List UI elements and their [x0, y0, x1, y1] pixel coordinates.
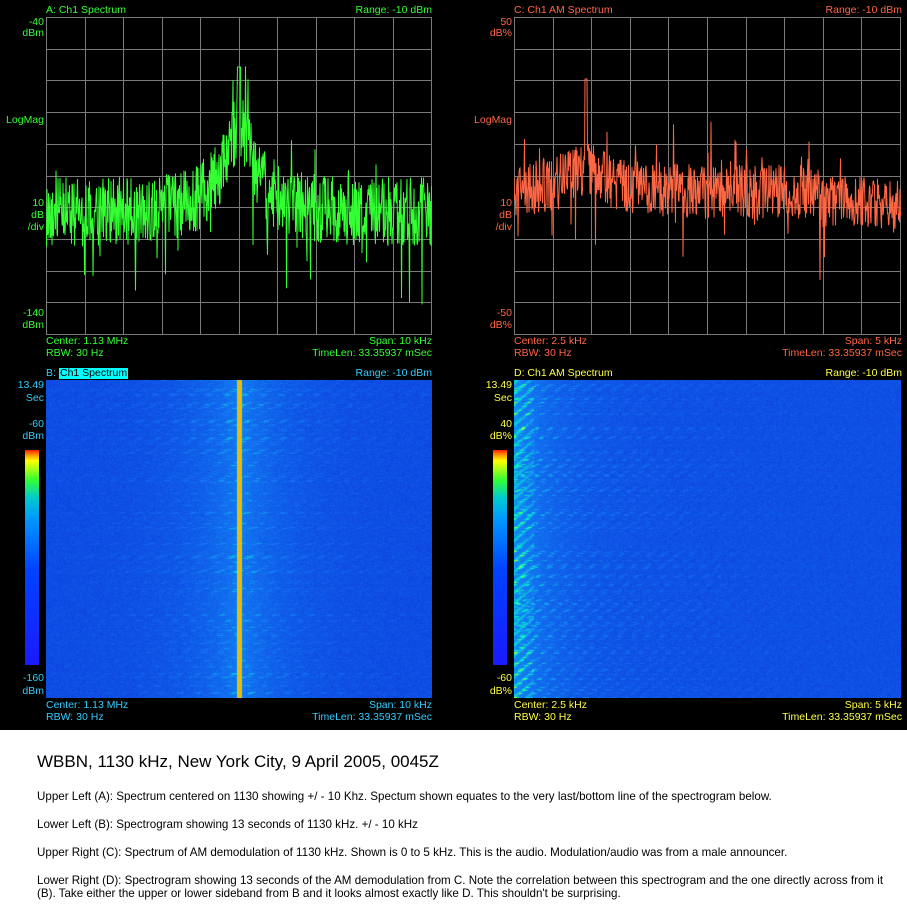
- panel-a-rbw: RBW: 30 Hz: [46, 347, 104, 359]
- panel-c-y-top: 50: [500, 16, 512, 28]
- panel-b-y-time: 13.49: [17, 379, 44, 391]
- panel-b-y-bottom: -160: [22, 672, 44, 684]
- panel-a-title: A: Ch1 Spectrum: [46, 4, 126, 16]
- panel-b-y-top: -60: [28, 418, 44, 430]
- panel-b-spectrogram: B: Ch1 Spectrum Range: -10 dBm 13.49 Sec…: [0, 365, 453, 730]
- panel-b-center: Center: 1.13 MHz: [46, 699, 129, 711]
- panel-a-trace: [46, 17, 432, 335]
- note-lower-right: Lower Right (D): Spectrogram showing 13 …: [37, 874, 884, 900]
- panel-d-y-time: 13.49: [485, 379, 512, 391]
- panel-c-title: C: Ch1 AM Spectrum: [514, 4, 613, 16]
- panel-d-title: D: Ch1 AM Spectrum: [514, 367, 613, 379]
- panel-c-am-spectrum: C: Ch1 AM Spectrum Range: -10 dBm 50 dB%…: [453, 0, 907, 365]
- panel-c-y-mid: LogMag: [474, 114, 512, 126]
- panel-c-plot[interactable]: [514, 17, 901, 335]
- panel-d-y-bottom: -60: [496, 672, 512, 684]
- spectrum-trace-a: [46, 66, 432, 305]
- panel-d-center: Center: 2.5 kHz: [514, 699, 587, 711]
- panel-d-colorbar: [493, 450, 507, 665]
- panel-d-timelen: TimeLen: 33.35937 mSec: [782, 711, 902, 723]
- panel-a-y-scale-div: /div: [27, 221, 44, 233]
- note-upper-right: Upper Right (C): Spectrum of AM demodula…: [37, 846, 788, 859]
- panel-d-range: Range: -10 dBm: [825, 367, 902, 379]
- note-lower-left: Lower Left (B): Spectrogram showing 13 s…: [37, 818, 418, 831]
- analyzer-screen: A: Ch1 Spectrum Range: -10 dBm -40 dBm L…: [0, 0, 907, 730]
- panel-a-y-bottom-unit: dBm: [22, 319, 44, 331]
- panel-a-spectrum: A: Ch1 Spectrum Range: -10 dBm -40 dBm L…: [0, 0, 453, 365]
- panel-a-y-mid: LogMag: [6, 114, 44, 126]
- panel-c-trace: [514, 17, 901, 335]
- panel-c-range: Range: -10 dBm: [825, 4, 902, 16]
- panel-b-plot[interactable]: [46, 380, 432, 698]
- panel-c-y-top-unit: dB%: [489, 27, 512, 39]
- panel-c-y-bottom-unit: dB%: [489, 319, 512, 331]
- panel-b-y-bottom-unit: dBm: [22, 685, 44, 697]
- panel-b-rbw: RBW: 30 Hz: [46, 711, 104, 723]
- panel-c-y-scale-unit: dB: [499, 209, 512, 221]
- description-notes: WBBN, 1130 kHz, New York City, 9 April 2…: [37, 752, 897, 915]
- panel-b-y-time-unit: Sec: [25, 392, 44, 404]
- panel-d-span: Span: 5 kHz: [844, 699, 902, 711]
- panel-a-y-top-unit: dBm: [22, 27, 44, 39]
- spectrum-trace-c: [514, 78, 901, 280]
- panel-c-span: Span: 5 kHz: [844, 335, 902, 347]
- panel-b-y-top-unit: dBm: [22, 430, 44, 442]
- notes-heading: WBBN, 1130 kHz, New York City, 9 April 2…: [37, 752, 439, 771]
- panel-a-timelen: TimeLen: 33.35937 mSec: [312, 347, 432, 359]
- panel-d-waterfall: [514, 380, 901, 698]
- panel-b-colorbar: [25, 450, 39, 665]
- panel-d-am-spectrogram: D: Ch1 AM Spectrum Range: -10 dBm 13.49 …: [453, 365, 907, 730]
- panel-b-span: Span: 10 kHz: [368, 699, 432, 711]
- panel-b-timelen: TimeLen: 33.35937 mSec: [312, 711, 432, 723]
- plot-grid: [46, 17, 432, 335]
- panel-c-center: Center: 2.5 kHz: [514, 335, 587, 347]
- panel-a-range: Range: -10 dBm: [355, 4, 432, 16]
- panel-a-y-top: -40: [28, 16, 44, 28]
- panel-d-y-time-unit: Sec: [493, 392, 512, 404]
- panel-d-plot[interactable]: [514, 380, 901, 698]
- panel-c-y-scale: 10: [500, 197, 512, 209]
- panel-a-center: Center: 1.13 MHz: [46, 335, 129, 347]
- panel-a-y-scale: 10: [32, 197, 44, 209]
- note-upper-left: Upper Left (A): Spectrum centered on 113…: [37, 790, 772, 803]
- panel-b-range: Range: -10 dBm: [355, 367, 432, 379]
- panel-a-span: Span: 10 kHz: [368, 335, 432, 347]
- panel-c-timelen: TimeLen: 33.35937 mSec: [782, 347, 902, 359]
- panel-a-y-scale-unit: dB: [31, 209, 44, 221]
- panel-d-y-top-unit: dB%: [489, 430, 512, 442]
- panel-d-y-top: 40: [500, 418, 512, 430]
- panel-d-y-bottom-unit: dB%: [489, 685, 512, 697]
- panel-a-plot[interactable]: [46, 17, 432, 335]
- panel-b-waterfall: [46, 380, 432, 698]
- panel-c-y-bottom: -50: [496, 307, 512, 319]
- panel-c-y-scale-div: /div: [495, 221, 512, 233]
- panel-d-rbw: RBW: 30 Hz: [514, 711, 572, 723]
- panel-b-title-prefix: B:: [46, 367, 56, 379]
- panel-a-y-bottom: -140: [22, 307, 44, 319]
- panel-c-rbw: RBW: 30 Hz: [514, 347, 572, 359]
- panel-b-title: Ch1 Spectrum: [59, 367, 129, 379]
